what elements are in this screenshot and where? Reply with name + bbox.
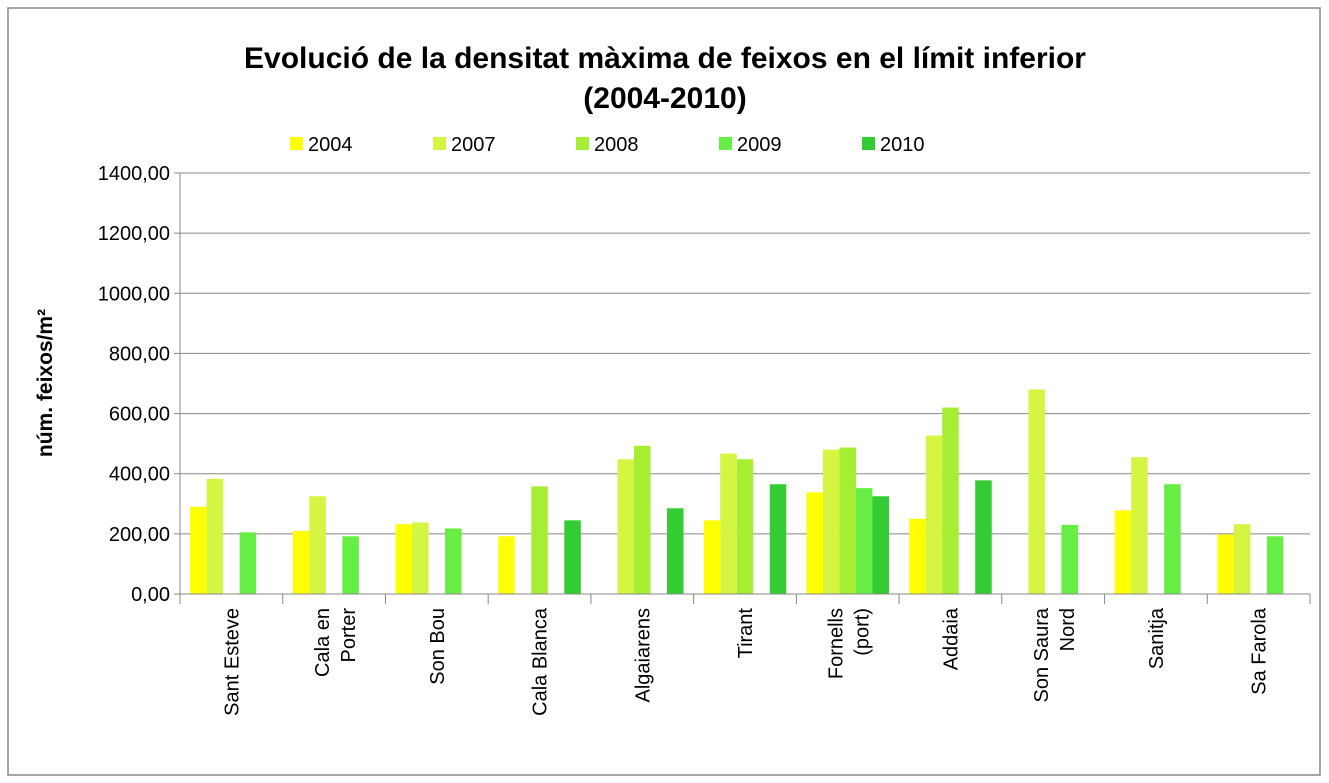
x-tick-label: Sanitja — [1146, 607, 1168, 669]
bar — [190, 506, 207, 594]
bar — [1266, 536, 1284, 594]
legend-label: 2007 — [451, 134, 496, 156]
chart-border — [7, 7, 1321, 776]
y-tick-label: 800,00 — [109, 343, 170, 365]
x-tick-label: Sant Esteve — [221, 608, 243, 716]
bar — [909, 518, 926, 594]
bar — [498, 536, 515, 594]
bar — [206, 478, 224, 594]
bar — [822, 449, 840, 594]
bar — [342, 536, 359, 594]
bar — [634, 445, 651, 594]
x-tick-label: Son Saura Nord — [1031, 607, 1079, 702]
chart-title: Evolució de la densitat màxima de feixos… — [244, 42, 1086, 115]
bar — [872, 496, 889, 594]
y-tick-label: 1400,00 — [98, 163, 170, 185]
y-axis-label: núm. feixos/m² — [34, 309, 57, 457]
legend-swatch — [433, 137, 446, 150]
x-tick-label: Cala Blanca — [530, 607, 552, 716]
bar — [667, 508, 684, 594]
bar — [703, 520, 721, 594]
x-tick-label: Algaiarens — [632, 608, 654, 703]
x-tick-label: Son Bou — [427, 608, 449, 685]
legend-label: 2008 — [594, 134, 639, 156]
bar — [942, 407, 959, 594]
bar — [1131, 457, 1148, 594]
bar — [412, 522, 429, 594]
bar — [839, 447, 856, 594]
bar — [855, 488, 873, 594]
legend-swatch — [862, 137, 875, 150]
y-tick-label: 400,00 — [109, 464, 170, 486]
legend-label: 2004 — [308, 134, 353, 156]
bar — [445, 528, 462, 594]
legend-swatch — [576, 137, 589, 150]
bar — [1217, 534, 1234, 594]
bar — [1164, 484, 1181, 594]
bar — [736, 459, 754, 594]
legend-label: 2010 — [880, 134, 925, 156]
bar — [564, 520, 581, 594]
bar — [531, 486, 548, 594]
bar — [309, 496, 326, 594]
bar — [239, 532, 257, 594]
bar — [1233, 524, 1251, 594]
legend-label: 2009 — [737, 134, 782, 156]
bar — [1061, 524, 1078, 594]
x-tick-label: Cala en Porter — [312, 608, 360, 677]
bar — [769, 484, 787, 594]
bar — [1028, 389, 1045, 594]
legend-swatch — [719, 137, 732, 150]
y-tick-label: 200,00 — [109, 524, 170, 546]
y-tick-label: 600,00 — [109, 404, 170, 426]
bar — [720, 453, 737, 594]
bar — [1114, 510, 1132, 594]
bar — [617, 459, 635, 594]
x-tick-label: Fornells (port) — [826, 608, 874, 679]
x-tick-label: Sa Farola — [1249, 607, 1271, 695]
y-tick-label: 0,00 — [131, 584, 170, 606]
bar — [292, 530, 310, 594]
bar — [925, 435, 943, 594]
bar — [395, 524, 413, 594]
bar — [806, 492, 823, 594]
x-tick-label: Addaia — [940, 607, 962, 670]
legend-swatch — [290, 137, 303, 150]
y-tick-label: 1200,00 — [98, 223, 170, 245]
x-tick-label: Tirant — [735, 608, 757, 659]
bar — [975, 480, 992, 594]
y-tick-label: 1000,00 — [98, 283, 170, 305]
